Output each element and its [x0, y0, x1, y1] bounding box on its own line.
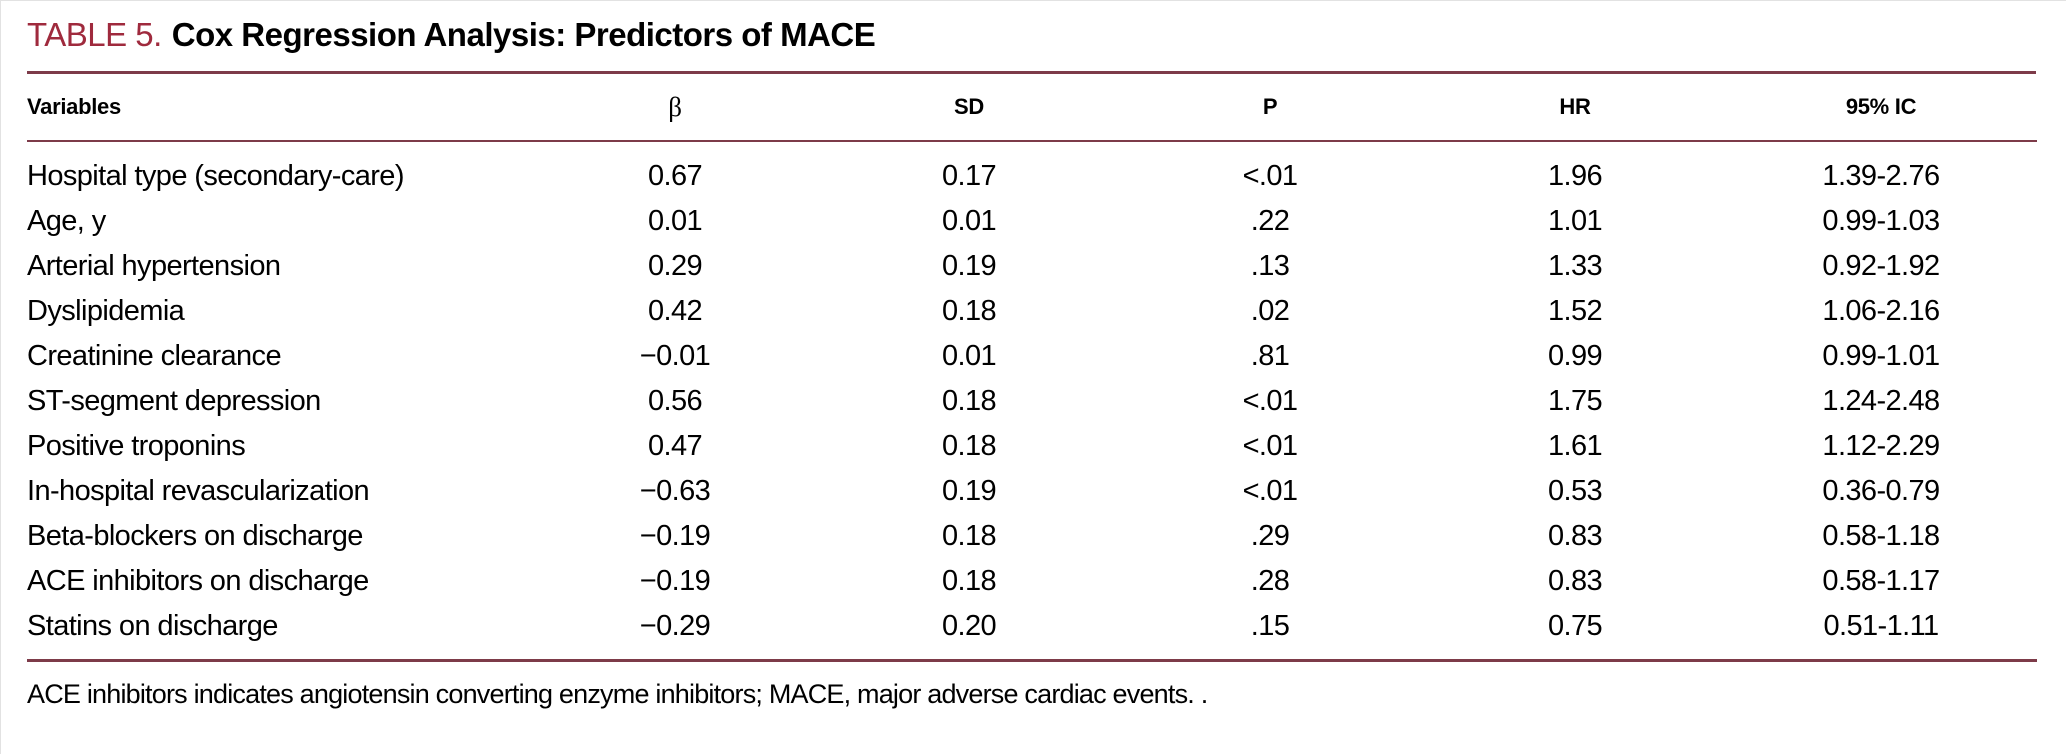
cell-beta: 0.56 [647, 385, 703, 417]
cell-variable: Positive troponins [27, 430, 246, 462]
table-content: TABLE 5. Cox Regression Analysis: Predict… [1, 1, 2066, 710]
cell-hr: 0.99 [1547, 340, 1603, 372]
cell-p: <.01 [1242, 160, 1298, 192]
top-rule [27, 71, 2036, 74]
column-header-hr: HR [1425, 74, 1725, 142]
cell-ci: 0.99-1.03 [1822, 205, 1940, 237]
table-row: Hospital type (secondary-care) 0.67 0.17… [27, 141, 2037, 199]
cell-beta: −0.19 [639, 565, 711, 597]
cell-sd: 0.18 [941, 520, 997, 552]
table-caption: TABLE 5. Cox Regression Analysis: Predict… [27, 14, 2036, 56]
cell-variable: ACE inhibitors on discharge [27, 565, 369, 597]
cell-ci: 0.92-1.92 [1822, 250, 1940, 282]
cell-hr: 0.53 [1547, 475, 1603, 507]
cell-p: .22 [1250, 205, 1290, 237]
table-row: Statins on discharge −0.29 0.20 .15 0.75… [27, 604, 2037, 661]
cell-ci: 0.58-1.18 [1822, 520, 1940, 552]
cell-variable: Dyslipidemia [27, 295, 185, 327]
cell-hr: 1.75 [1547, 385, 1603, 417]
cell-ci: 1.24-2.48 [1822, 385, 1940, 417]
cell-sd: 0.19 [941, 475, 997, 507]
cell-sd: 0.18 [941, 565, 997, 597]
column-header-variables: Variables [27, 74, 527, 142]
cell-hr: 1.01 [1547, 205, 1603, 237]
table-footnote: ACE inhibitors indicates angiotensin con… [27, 679, 1208, 709]
cell-variable: Age, y [27, 205, 106, 237]
cell-ci: 0.51-1.11 [1823, 610, 1940, 642]
cell-sd: 0.20 [941, 610, 997, 642]
cell-beta: −0.19 [639, 520, 711, 552]
cell-sd: 0.01 [941, 205, 997, 237]
cell-ci: 0.36-0.79 [1822, 475, 1940, 507]
cell-variable: In-hospital revascularization [27, 475, 370, 507]
cell-p: .15 [1250, 610, 1290, 642]
cell-hr: 0.75 [1547, 610, 1603, 642]
table-title: Cox Regression Analysis: Predictors of M… [171, 16, 876, 53]
cell-p: .02 [1250, 295, 1290, 327]
table-row: Beta-blockers on discharge −0.19 0.18 .2… [27, 514, 2037, 559]
cell-beta: 0.67 [647, 160, 703, 192]
cell-sd: 0.19 [941, 250, 997, 282]
column-header-beta: β [527, 74, 823, 142]
cell-beta: 0.29 [647, 250, 703, 282]
cell-hr: 1.61 [1547, 430, 1603, 462]
cell-sd: 0.17 [941, 160, 997, 192]
cell-p: .28 [1250, 565, 1290, 597]
cell-hr: 0.83 [1547, 520, 1603, 552]
cell-variable: Beta-blockers on discharge [27, 520, 363, 552]
cell-ci: 1.39-2.76 [1822, 160, 1940, 192]
cell-beta: −0.01 [639, 340, 711, 372]
cell-beta: 0.42 [647, 295, 703, 327]
cell-p: .81 [1250, 340, 1290, 372]
table-row: Age, y 0.01 0.01 .22 1.01 0.99-1.03 [27, 199, 2037, 244]
cell-ci: 0.58-1.17 [1822, 565, 1940, 597]
cell-p: <.01 [1242, 430, 1298, 462]
table-header-row: Variables β SD P HR 95% IC [27, 74, 2037, 142]
cell-beta: 0.01 [647, 205, 703, 237]
cell-p: .13 [1250, 250, 1290, 282]
cell-sd: 0.18 [941, 430, 997, 462]
cell-p: <.01 [1242, 385, 1298, 417]
table-row: Arterial hypertension 0.29 0.19 .13 1.33… [27, 244, 2037, 289]
column-header-p: P [1115, 74, 1425, 142]
cell-hr: 1.52 [1547, 295, 1603, 327]
table-row: In-hospital revascularization −0.63 0.19… [27, 469, 2037, 514]
cell-variable: Statins on discharge [27, 610, 278, 642]
column-header-ci: 95% IC [1725, 74, 2037, 142]
table-number-label: TABLE 5. [27, 16, 162, 53]
table-row: Dyslipidemia 0.42 0.18 .02 1.52 1.06-2.1… [27, 289, 2037, 334]
cell-sd: 0.18 [941, 385, 997, 417]
cell-hr: 0.83 [1547, 565, 1603, 597]
cell-ci: 0.99-1.01 [1822, 340, 1940, 372]
cell-hr: 1.33 [1547, 250, 1603, 282]
cell-beta: −0.29 [639, 610, 711, 642]
cell-variable: Creatinine clearance [27, 340, 282, 372]
cell-variable: Hospital type (secondary-care) [27, 160, 404, 192]
table-row: ACE inhibitors on discharge −0.19 0.18 .… [27, 559, 2037, 604]
cell-p: <.01 [1242, 475, 1298, 507]
cell-ci: 1.06-2.16 [1822, 295, 1940, 327]
cell-beta: 0.47 [647, 430, 703, 462]
table-row: ST-segment depression 0.56 0.18 <.01 1.7… [27, 379, 2037, 424]
table-row: Creatinine clearance −0.01 0.01 .81 0.99… [27, 334, 2037, 379]
table-body: Hospital type (secondary-care) 0.67 0.17… [27, 141, 2037, 661]
cell-variable: ST-segment depression [27, 385, 321, 417]
cell-hr: 1.96 [1547, 160, 1603, 192]
cox-regression-table: Variables β SD P HR 95% IC Hospital type… [27, 74, 2037, 662]
cell-ci: 1.12-2.29 [1822, 430, 1940, 462]
cell-sd: 0.01 [941, 340, 997, 372]
cell-variable: Arterial hypertension [27, 250, 281, 282]
table-row: Positive troponins 0.47 0.18 <.01 1.61 1… [27, 424, 2037, 469]
cell-beta: −0.63 [639, 475, 711, 507]
cell-p: .29 [1250, 520, 1290, 552]
cell-sd: 0.18 [941, 295, 997, 327]
column-header-sd: SD [823, 74, 1115, 142]
